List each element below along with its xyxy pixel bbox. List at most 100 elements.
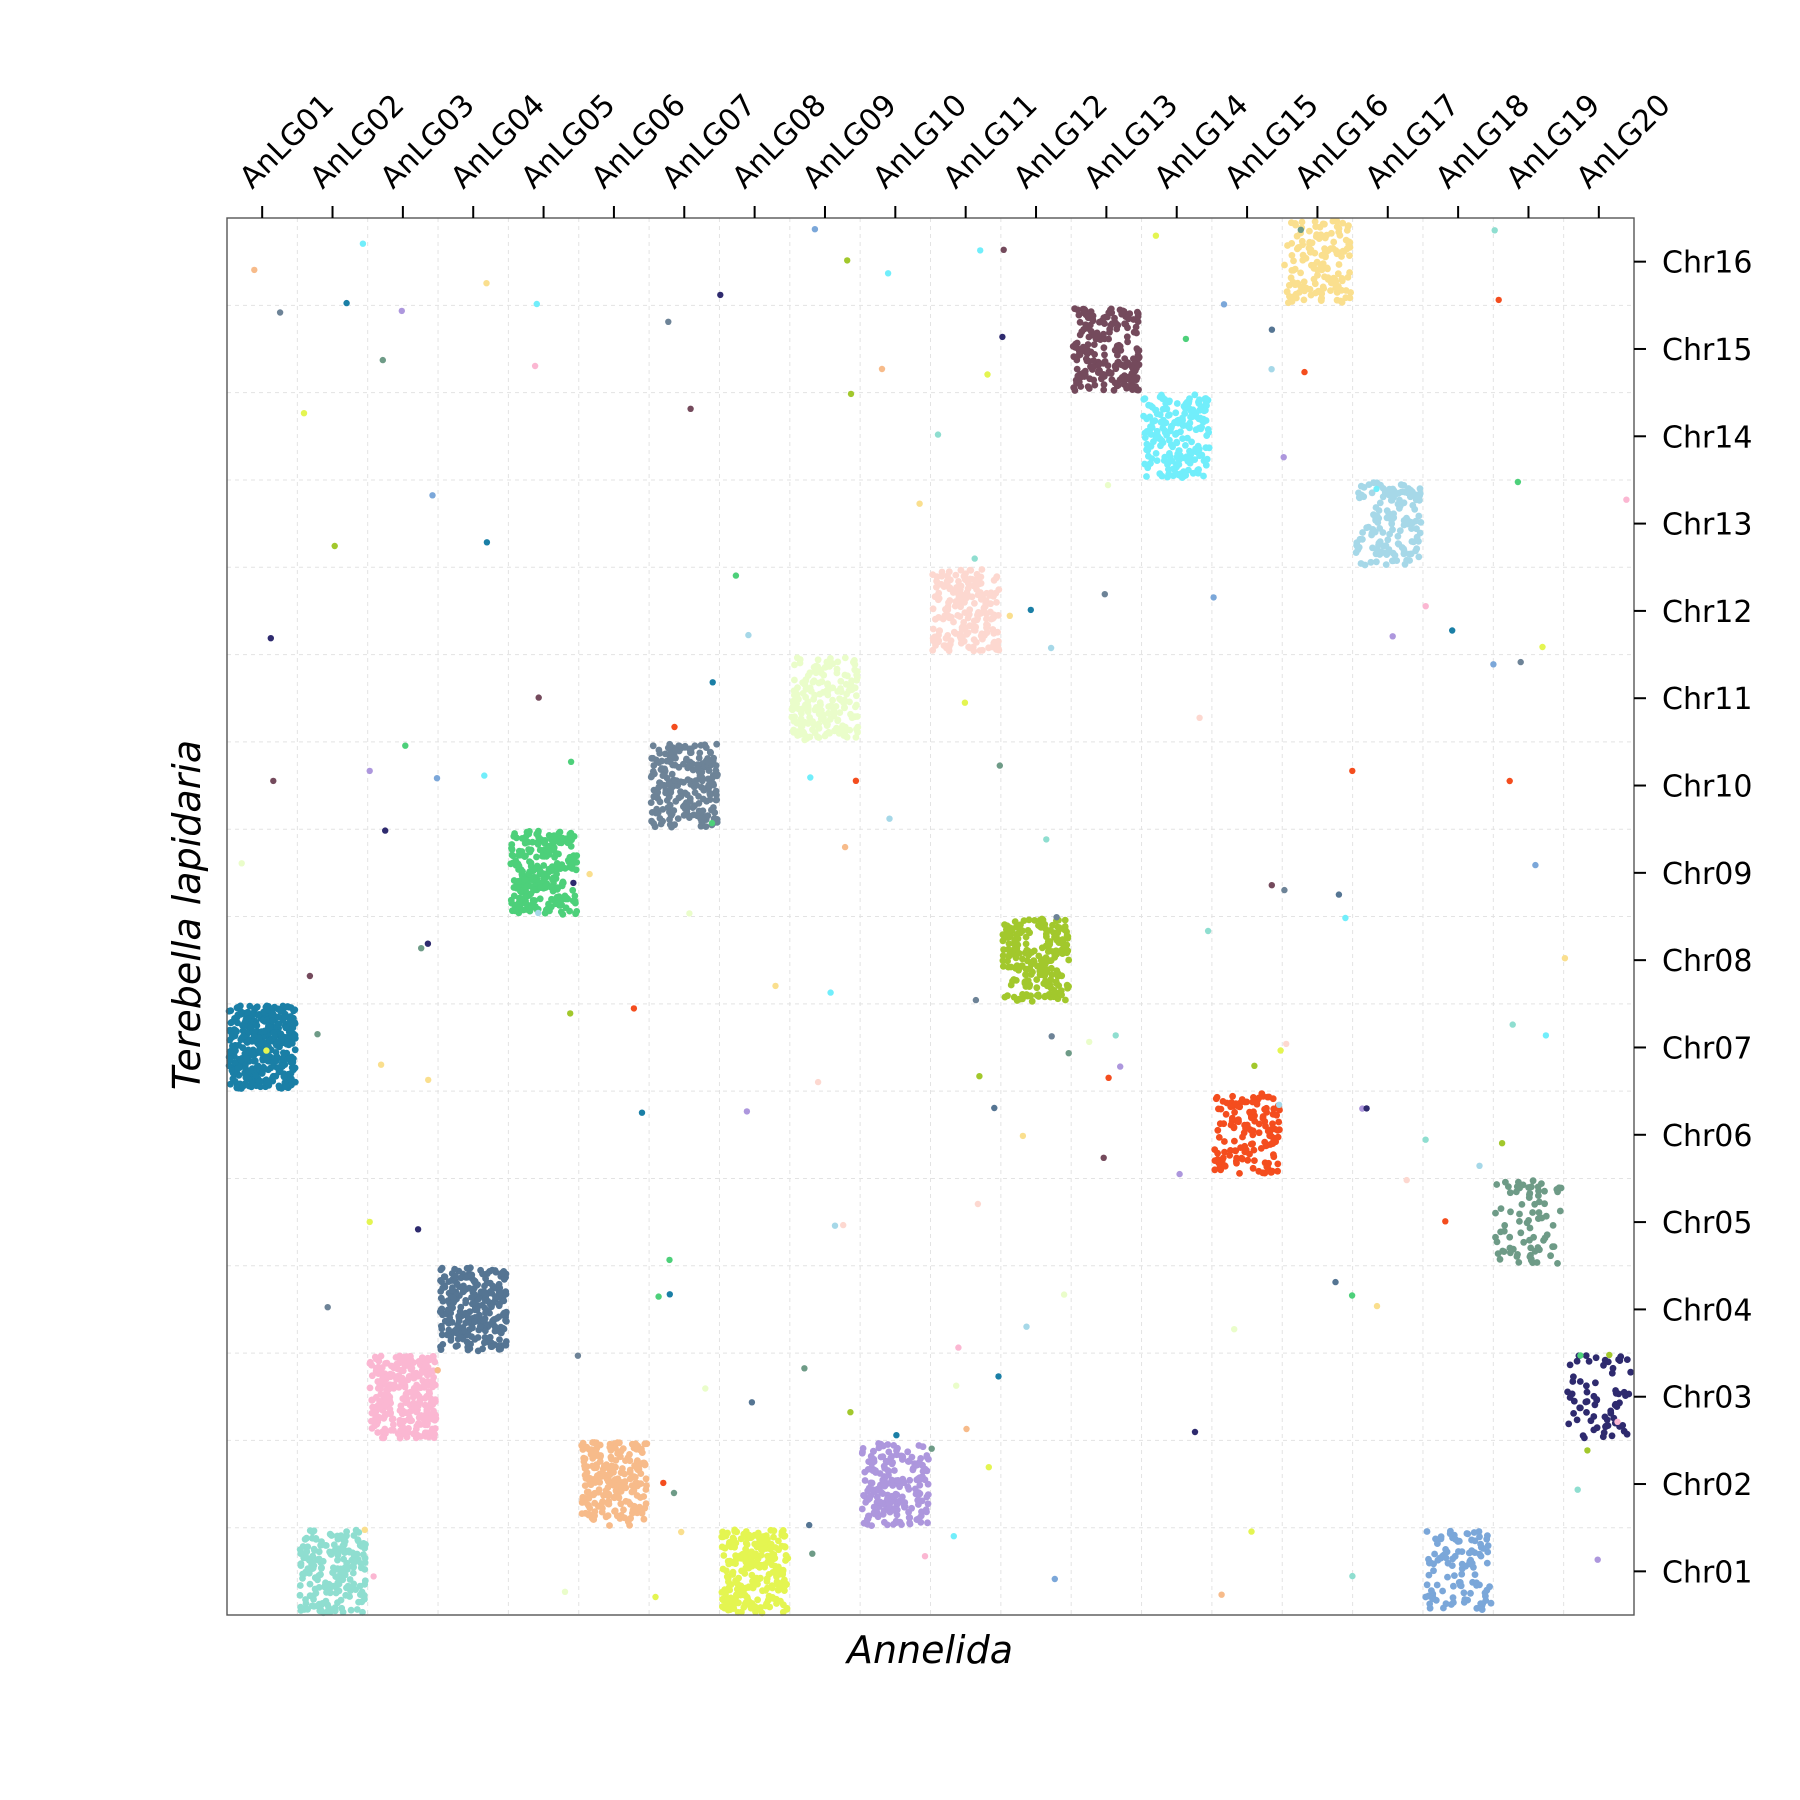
data-point xyxy=(1275,1118,1283,1126)
data-point xyxy=(329,1607,337,1614)
data-point xyxy=(508,844,515,852)
data-point xyxy=(1585,1357,1593,1365)
data-point xyxy=(702,744,710,751)
data-point xyxy=(1217,1166,1225,1174)
data-point xyxy=(949,589,957,596)
data-point xyxy=(1458,1570,1466,1578)
data-point xyxy=(837,677,845,685)
data-point xyxy=(474,1334,482,1341)
data-point xyxy=(1167,427,1174,435)
data-point xyxy=(346,1593,353,1600)
data-point xyxy=(1218,1591,1225,1598)
data-point xyxy=(990,576,998,584)
data-point xyxy=(1363,1105,1370,1112)
data-point xyxy=(1455,1579,1463,1586)
data-point xyxy=(1143,446,1150,454)
data-point xyxy=(1514,478,1522,486)
data-point xyxy=(881,1518,888,1526)
data-point xyxy=(1164,412,1172,419)
data-point xyxy=(1396,504,1403,512)
data-point xyxy=(233,1084,241,1092)
data-point xyxy=(1104,481,1112,489)
data-point xyxy=(1373,1302,1381,1310)
data-point xyxy=(1413,525,1420,533)
data-point xyxy=(995,1373,1002,1380)
data-point xyxy=(957,582,965,590)
data-point xyxy=(1281,886,1288,894)
data-point xyxy=(1194,442,1202,450)
data-point xyxy=(1255,1129,1263,1137)
data-point xyxy=(976,1073,983,1080)
data-point xyxy=(675,794,683,802)
data-point xyxy=(1583,1388,1591,1396)
data-point xyxy=(1528,1183,1535,1191)
data-point xyxy=(1573,1416,1581,1424)
data-point xyxy=(770,1533,777,1541)
data-point xyxy=(1327,287,1334,294)
data-point xyxy=(636,1503,643,1511)
data-point xyxy=(314,1576,321,1584)
data-point xyxy=(1529,1209,1536,1216)
data-point xyxy=(510,892,518,900)
data-point xyxy=(730,1542,738,1550)
data-point xyxy=(291,1064,298,1072)
data-point xyxy=(689,760,696,768)
data-point xyxy=(615,1494,623,1502)
data-point xyxy=(682,801,690,809)
data-point xyxy=(742,1558,750,1566)
data-point xyxy=(1394,532,1402,540)
data-point xyxy=(798,722,806,730)
data-point xyxy=(398,1374,406,1382)
data-point xyxy=(432,1415,440,1422)
data-point xyxy=(933,573,941,581)
data-point xyxy=(1189,406,1197,414)
data-point xyxy=(1388,557,1396,565)
data-point xyxy=(452,1326,460,1334)
data-point xyxy=(662,789,669,797)
data-point xyxy=(488,1343,496,1350)
data-point xyxy=(797,715,805,723)
data-point xyxy=(526,858,533,865)
data-point xyxy=(757,1534,765,1541)
data-point xyxy=(1442,1554,1450,1562)
data-point xyxy=(319,1557,327,1565)
data-point xyxy=(255,1046,263,1054)
data-point xyxy=(573,859,581,866)
data-point xyxy=(858,1505,866,1513)
data-point xyxy=(1496,1255,1504,1263)
y-tick-label: Chr03 xyxy=(1662,1381,1752,1416)
data-point xyxy=(1329,245,1337,252)
data-point xyxy=(277,1030,285,1038)
data-point xyxy=(339,1608,347,1616)
data-point xyxy=(438,1264,446,1272)
data-point xyxy=(1094,333,1102,340)
data-point xyxy=(840,704,848,712)
data-point xyxy=(244,1046,252,1054)
data-point xyxy=(757,1561,765,1569)
data-point xyxy=(666,740,674,748)
data-point xyxy=(1229,1092,1236,1100)
data-point xyxy=(1043,968,1050,976)
data-point xyxy=(1492,1233,1499,1241)
data-point xyxy=(879,1490,887,1497)
data-point xyxy=(1490,661,1497,668)
data-point xyxy=(425,1076,432,1084)
data-point xyxy=(354,1537,362,1545)
data-point xyxy=(1384,536,1392,544)
data-point xyxy=(1574,1486,1581,1493)
data-point xyxy=(1175,416,1182,424)
data-point xyxy=(284,1038,292,1046)
data-point xyxy=(1505,1183,1512,1190)
data-point xyxy=(1359,536,1366,543)
data-point xyxy=(833,669,841,677)
data-point xyxy=(567,1010,574,1017)
data-point xyxy=(1464,1596,1471,1604)
data-point xyxy=(1221,1148,1228,1156)
data-point xyxy=(291,1046,299,1054)
data-point xyxy=(724,1606,732,1614)
data-point xyxy=(1476,1162,1483,1170)
data-point xyxy=(966,566,974,574)
data-point xyxy=(567,853,575,861)
data-point xyxy=(971,555,978,562)
data-point xyxy=(915,1515,923,1522)
